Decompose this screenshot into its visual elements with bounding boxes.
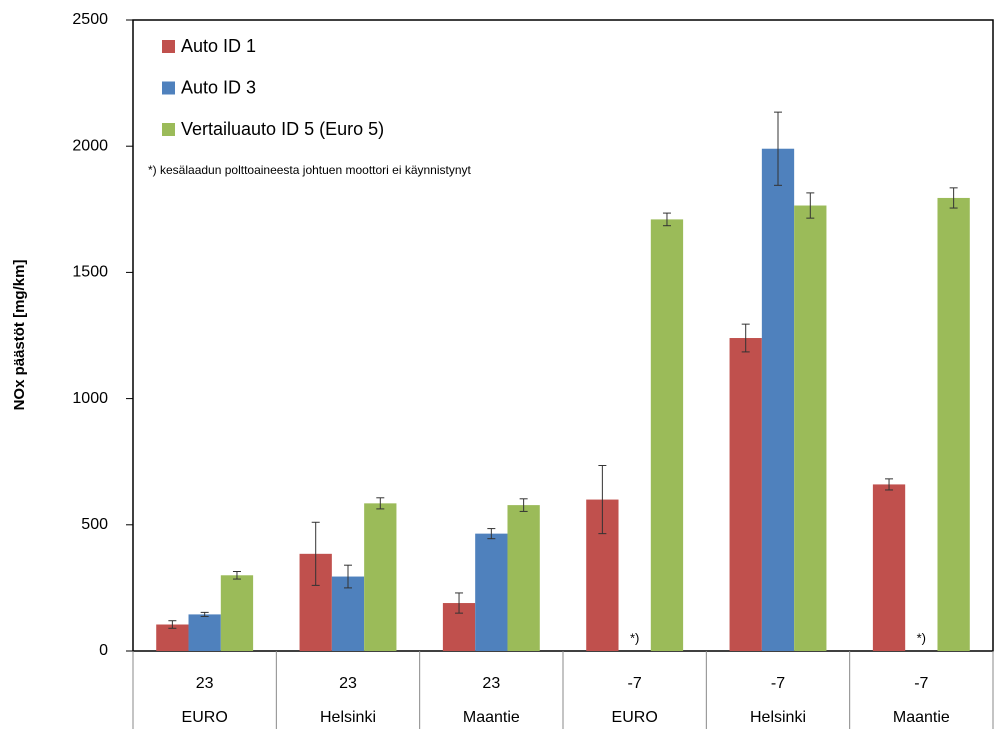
bar: [220, 575, 254, 651]
x-group-label: 23: [339, 675, 357, 692]
bar: [507, 505, 540, 651]
bar: [794, 205, 827, 651]
missing-label: *): [630, 630, 639, 645]
x-tick-label: Maantie: [893, 709, 950, 726]
bar: [156, 624, 189, 651]
missing-label: *): [917, 630, 926, 645]
x-tick-label: Maantie: [463, 709, 520, 726]
bar: [729, 338, 762, 651]
x-tick-label: Helsinki: [750, 709, 806, 726]
bar: [937, 197, 970, 651]
x-tick-label: EURO: [182, 709, 228, 726]
y-tick-label: 2500: [72, 11, 108, 28]
x-tick-label: EURO: [612, 709, 658, 726]
legend-label: Auto ID 3: [181, 77, 256, 97]
bar: [872, 484, 906, 651]
y-tick-label: 500: [81, 516, 108, 533]
y-axis-title: NOx päästöt [mg/km]: [11, 260, 28, 411]
bar: [364, 503, 397, 651]
bar: [331, 576, 365, 651]
legend-swatch: [162, 40, 175, 53]
y-tick-label: 1000: [72, 390, 108, 407]
plot-frame: [132, 19, 994, 652]
legend-swatch: [162, 123, 175, 136]
bar: [650, 219, 684, 651]
bar: [188, 614, 221, 651]
x-group-label: -7: [914, 675, 928, 692]
x-tick-label: Helsinki: [320, 709, 376, 726]
bar: [475, 533, 508, 651]
bar: [761, 148, 795, 651]
x-group-label: 23: [196, 675, 214, 692]
legend-swatch: [162, 81, 175, 95]
x-group-label: -7: [771, 675, 785, 692]
y-tick-label: 0: [99, 642, 108, 659]
x-group-label: -7: [628, 675, 642, 692]
y-tick-label: 2000: [72, 137, 108, 154]
legend-label: Vertailuauto ID 5 (Euro 5): [181, 119, 384, 139]
legend-label: Auto ID 1: [181, 36, 256, 56]
x-group-label: 23: [482, 675, 500, 692]
y-tick-label: 1500: [72, 264, 108, 281]
annotation: *) kesälaadun polttoaineesta johtuen moo…: [148, 163, 472, 177]
